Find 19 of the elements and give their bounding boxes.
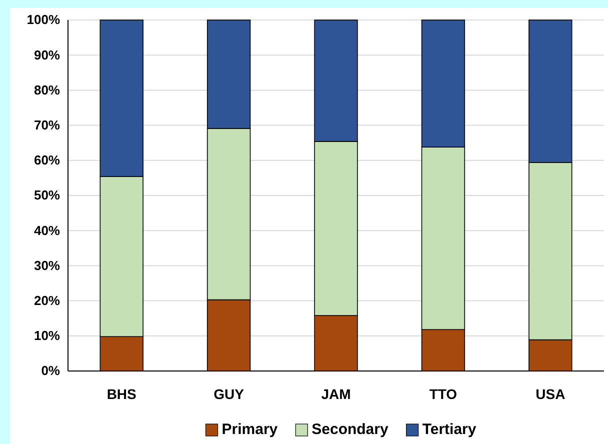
legend-label: Primary xyxy=(222,421,278,438)
y-tick-label: 30% xyxy=(34,258,60,273)
legend-label: Tertiary xyxy=(422,421,477,438)
y-tick-label: 50% xyxy=(34,188,60,203)
y-tick-label: 100% xyxy=(26,12,60,28)
y-tick-label: 60% xyxy=(34,152,60,168)
y-tick-label: 0% xyxy=(41,363,60,378)
x-tick-label: JAM xyxy=(321,386,351,402)
y-tick-label: 70% xyxy=(34,117,60,132)
x-tick-label: BHS xyxy=(106,386,136,402)
y-tick-label: 80% xyxy=(34,82,60,98)
x-tick-label: GUY xyxy=(214,386,245,402)
y-tick-label: 10% xyxy=(34,328,60,344)
x-tick-label: TTO xyxy=(429,386,458,402)
x-tick-label: USA xyxy=(536,386,566,402)
y-tick-label: 40% xyxy=(34,222,60,238)
legend-label: Secondary xyxy=(312,421,389,438)
y-tick-label: 90% xyxy=(34,47,60,62)
y-tick-label: 20% xyxy=(34,292,60,308)
